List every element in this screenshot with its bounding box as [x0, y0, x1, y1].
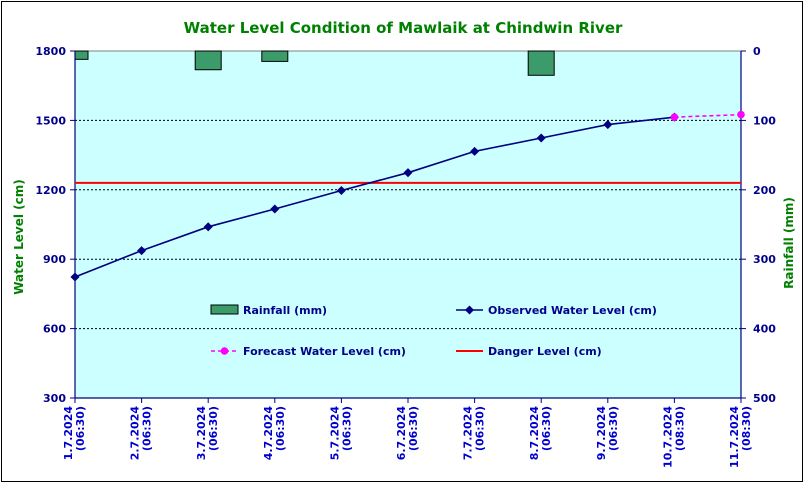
rainfall-bar: [194, 50, 222, 71]
x-tick-label: 6.7.2024: [395, 406, 408, 461]
rainfall-bar: [527, 50, 555, 76]
x-tick-sublabel: (08:30): [740, 406, 753, 451]
legend-forecast-label: Forecast Water Level (cm): [243, 345, 406, 358]
y-tick-label-left: 1200: [35, 184, 66, 197]
x-tick-sublabel: (06:30): [274, 406, 287, 451]
x-tick-label: 4.7.2024: [262, 406, 275, 461]
x-tick-label: 11.7.2024: [728, 406, 741, 468]
y-tick-label-left: 300: [43, 392, 66, 405]
x-tick-sublabel: (06:30): [407, 406, 420, 451]
x-tick-label: 8.7.2024: [528, 406, 541, 461]
x-tick-label: 5.7.2024: [328, 406, 341, 461]
y-tick-label-right: 400: [753, 323, 776, 336]
x-tick-label: 10.7.2024: [661, 406, 674, 468]
x-tick-sublabel: (06:30): [207, 406, 220, 451]
x-tick-sublabel: (06:30): [340, 406, 353, 451]
y-tick-label-right: 0: [753, 45, 761, 58]
y-tick-label-right: 100: [753, 114, 776, 127]
x-tick-sublabel: (06:30): [141, 406, 154, 451]
x-tick-sublabel: (06:30): [74, 406, 87, 451]
y-tick-label-right: 500: [753, 392, 776, 405]
legend-rainfall-swatch: [210, 304, 239, 315]
y-tick-label-right: 200: [753, 184, 776, 197]
observed-water-level-line: [74, 116, 675, 278]
plot-area: [74, 50, 742, 399]
x-tick-label: 9.7.2024: [595, 406, 608, 461]
y-tick-label-left: 600: [43, 323, 66, 336]
legend-danger-label: Danger Level (cm): [488, 345, 602, 358]
rainfall-bar: [261, 50, 289, 62]
rainfall-bar: [74, 50, 89, 60]
x-tick-label: 3.7.2024: [195, 406, 208, 461]
x-tick-sublabel: (06:30): [540, 406, 553, 451]
x-tick-sublabel: (06:30): [474, 406, 487, 451]
x-tick-sublabel: (08:30): [673, 406, 686, 451]
y-tick-label-left: 900: [43, 253, 66, 266]
legend-observed-label: Observed Water Level (cm): [488, 304, 657, 317]
legend-rainfall-label: Rainfall (mm): [243, 304, 327, 317]
legend-forecast-marker: [220, 347, 229, 355]
x-tick-label: 7.7.2024: [462, 406, 475, 461]
x-tick-label: 1.7.2024: [62, 406, 75, 461]
observed-point: [270, 204, 280, 214]
observed-point: [336, 185, 346, 196]
y-tick-label-left: 1500: [35, 114, 66, 127]
forecast-point: [670, 113, 679, 121]
x-tick-label: 2.7.2024: [129, 406, 142, 461]
y-tick-label-right: 300: [753, 253, 776, 266]
x-tick-sublabel: (06:30): [607, 406, 620, 451]
forecast-point: [737, 110, 745, 119]
y-tick-label-left: 1800: [35, 45, 66, 58]
chart-title: Water Level Condition of Mawlaik at Chin…: [183, 19, 623, 37]
